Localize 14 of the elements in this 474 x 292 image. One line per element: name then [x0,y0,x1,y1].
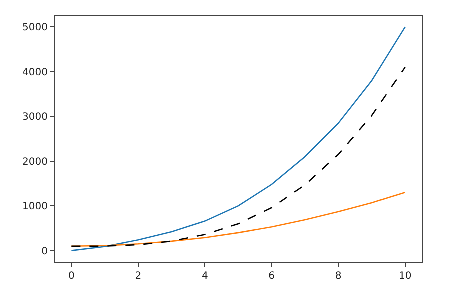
x-tick-label: 2 [135,271,142,282]
line-series [71,26,406,252]
x-tick-label: 10 [398,271,412,282]
x-tick-label: 4 [202,271,208,282]
x-tick-label: 0 [68,271,75,282]
line-series [71,66,406,247]
y-tick-label: 5000 [22,22,48,34]
y-tick-label: 3000 [22,112,48,124]
x-tick-label: 6 [268,271,276,282]
y-tick-label: 0 [42,246,48,258]
x-tick-label: 8 [335,271,342,282]
y-tick-label: 2000 [22,156,48,168]
y-tick-label: 4000 [22,67,48,78]
y-tick-label: 1000 [22,202,48,213]
